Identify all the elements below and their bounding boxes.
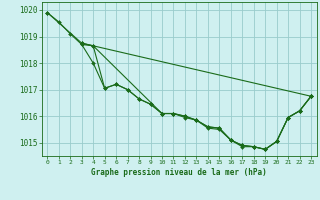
X-axis label: Graphe pression niveau de la mer (hPa): Graphe pression niveau de la mer (hPa)	[91, 168, 267, 177]
